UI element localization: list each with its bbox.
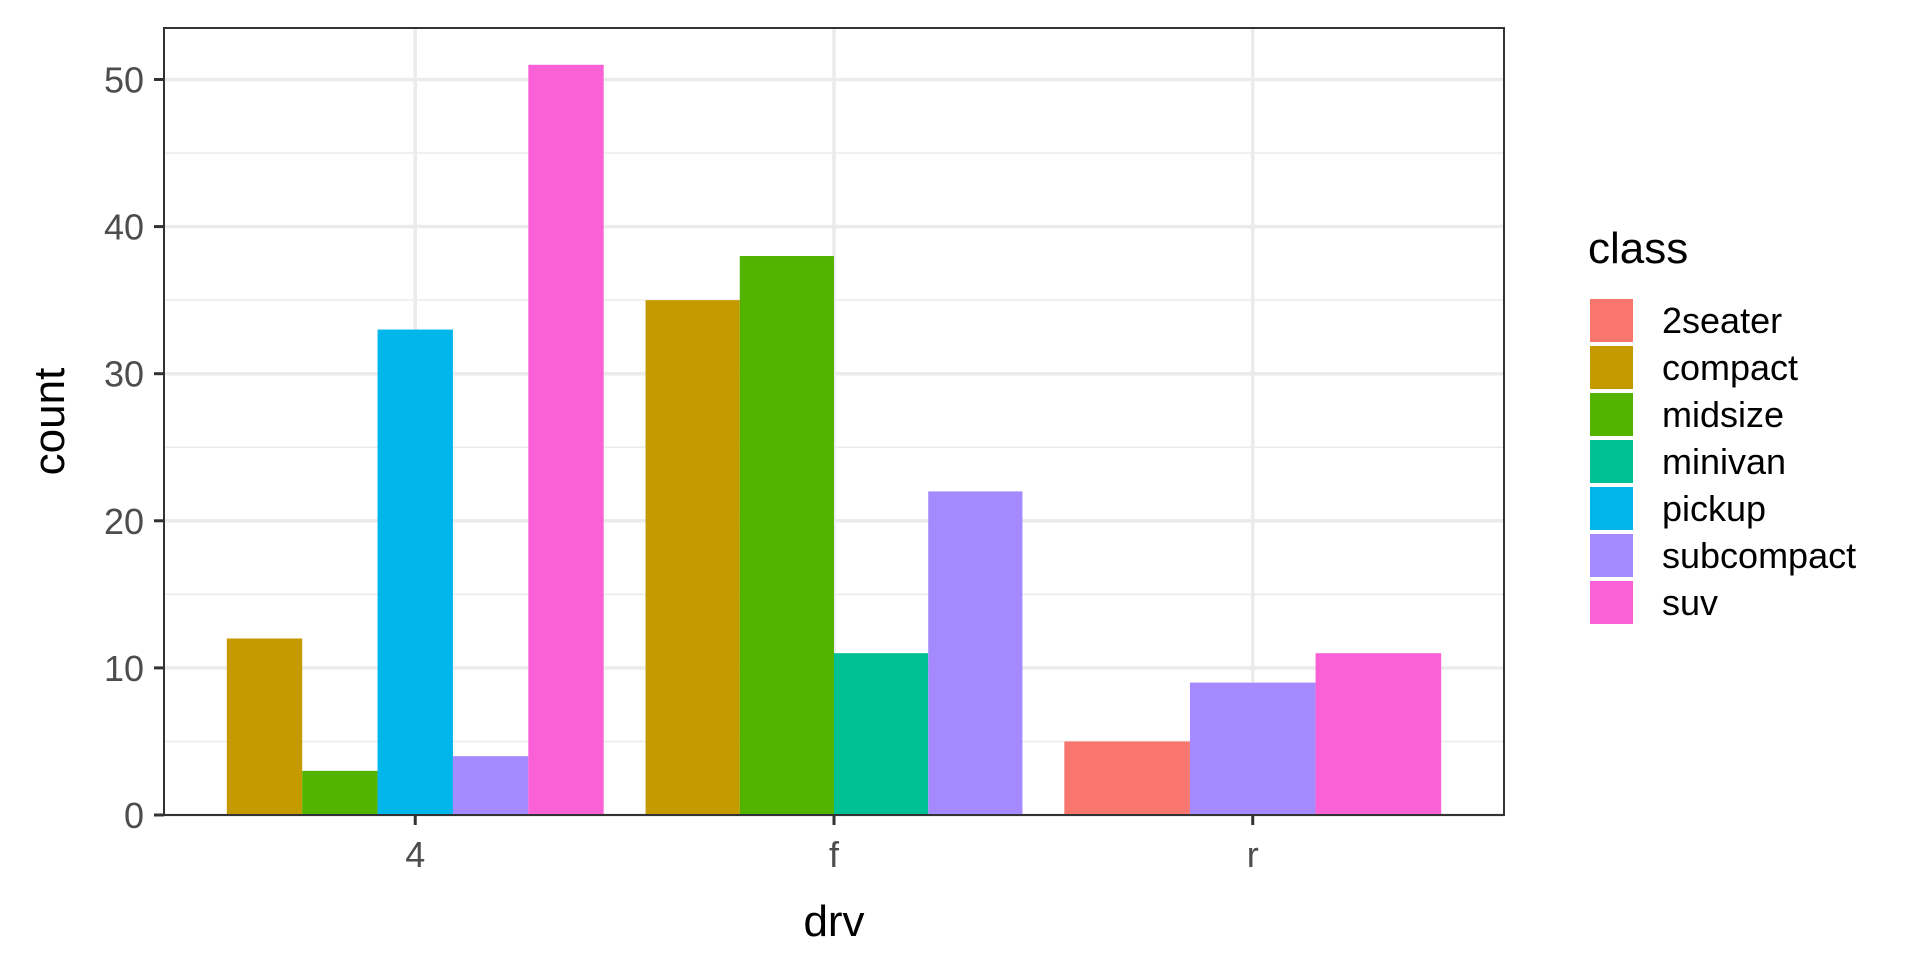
bar-minivan-f xyxy=(834,653,929,815)
bar-subcompact-4 xyxy=(452,756,529,815)
legend-label: minivan xyxy=(1662,441,1786,482)
legend-label: 2seater xyxy=(1662,300,1782,341)
bar-subcompact-r xyxy=(1189,682,1316,815)
bar-suv-r xyxy=(1315,653,1442,815)
legend-key-compact xyxy=(1590,346,1633,389)
x-tick-label: f xyxy=(829,834,840,875)
y-tick-label: 0 xyxy=(124,795,144,836)
legend: class 2seater compact midsize minivan pickup… xyxy=(1588,224,1856,624)
legend-key-midsize xyxy=(1590,393,1633,436)
y-tick-label: 10 xyxy=(104,648,144,689)
legend-label: midsize xyxy=(1662,394,1784,435)
bar-suv-4 xyxy=(528,64,604,816)
x-axis-title: drv xyxy=(803,897,864,946)
bar-midsize-f xyxy=(739,256,834,815)
legend-key-minivan xyxy=(1590,440,1633,483)
y-tick-label: 30 xyxy=(104,354,144,395)
y-axis-title: count xyxy=(25,368,74,476)
y-tick-label: 50 xyxy=(104,59,144,100)
legend-key-subcompact xyxy=(1590,534,1633,577)
legend-label: pickup xyxy=(1662,488,1766,529)
legend-label: suv xyxy=(1662,582,1718,623)
bars xyxy=(226,64,1442,816)
legend-key-suv xyxy=(1590,581,1633,624)
legend-label: subcompact xyxy=(1662,535,1856,576)
legend-title: class xyxy=(1588,224,1688,273)
legend-key-2seater xyxy=(1590,299,1633,342)
axis-ticks: 0 10 20 30 40 50 4 f r xyxy=(104,59,1259,875)
bar-compact-4 xyxy=(226,638,303,815)
x-tick-label: 4 xyxy=(405,834,425,875)
bar-midsize-4 xyxy=(302,770,378,815)
x-tick-label: r xyxy=(1247,834,1259,875)
bar-subcompact-f xyxy=(928,491,1023,815)
legend-key-pickup xyxy=(1590,487,1633,530)
y-tick-label: 20 xyxy=(104,501,144,542)
bar-pickup-4 xyxy=(377,329,453,815)
y-tick-label: 40 xyxy=(104,207,144,248)
legend-label: compact xyxy=(1662,347,1798,388)
bar-2seater-r xyxy=(1064,741,1190,815)
bar-compact-f xyxy=(645,300,740,815)
